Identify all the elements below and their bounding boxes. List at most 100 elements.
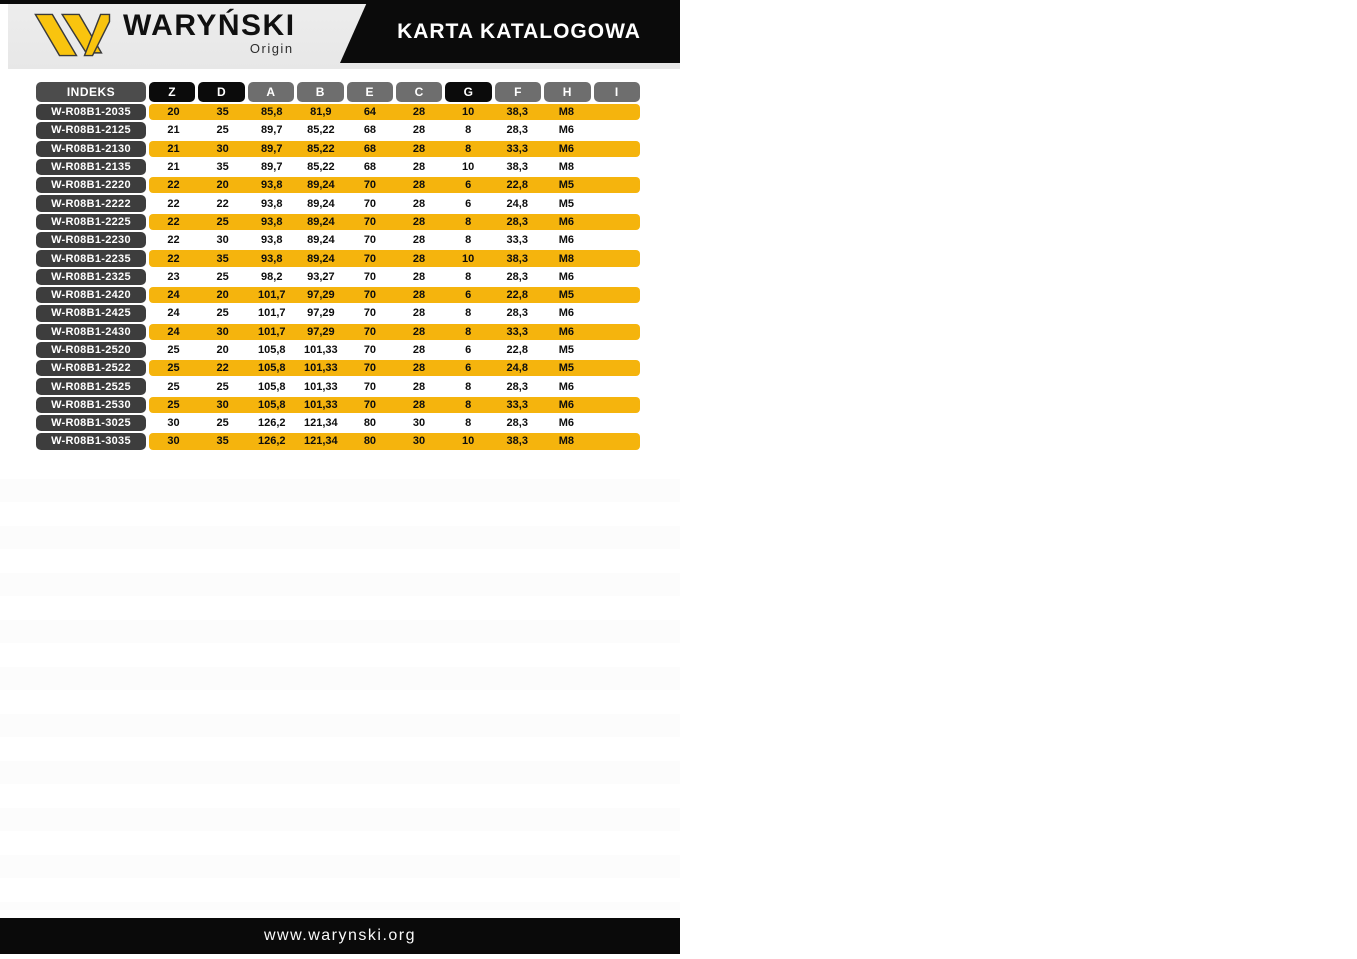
column-header-f: F <box>494 82 542 102</box>
data-cell: 121,34 <box>304 435 338 448</box>
table-row: W-R08B1-2220 22 20 93,8 89,24 70 28 6 22,8 M5 <box>36 177 640 194</box>
data-cell: 105,8 <box>257 398 286 411</box>
footer-link[interactable]: www.warynski.org <box>263 927 417 944</box>
data-cell: M6 <box>558 124 574 137</box>
data-cell: 30 <box>167 435 180 448</box>
data-cell <box>591 159 640 175</box>
data-cell: 6 <box>465 289 472 302</box>
data-cell: 105,8 <box>257 380 286 393</box>
data-cell: 126,2 <box>257 435 286 448</box>
data-cell: 24,8 <box>506 362 528 375</box>
index-cell: W-R08B1-2425 <box>36 305 146 322</box>
data-bar: 25 25 105,8 101,33 70 28 8 28,3 M6 <box>149 378 640 394</box>
index-cell: W-R08B1-2325 <box>36 268 146 285</box>
data-cell: 22 <box>167 252 180 265</box>
column-header-indeks: INDEKS <box>36 82 146 102</box>
data-cell: 25 <box>216 380 229 393</box>
table-row: W-R08B1-2230 22 30 93,8 89,24 70 28 8 33,3 M6 <box>36 232 640 249</box>
data-bar: 24 30 101,7 97,29 70 28 8 33,3 M6 <box>149 323 640 340</box>
data-bar: 30 25 126,2 121,34 80 30 8 28,3 M6 <box>149 415 640 431</box>
data-cell <box>591 122 640 138</box>
data-cell: 30 <box>412 435 426 448</box>
data-cell: M6 <box>558 234 574 247</box>
data-cell: 22,8 <box>506 344 528 356</box>
data-cell: 89,7 <box>261 142 283 155</box>
data-cell: 25 <box>216 417 229 430</box>
index-cell: W-R08B1-2420 <box>36 286 146 304</box>
index-cell: W-R08B1-2220 <box>36 177 146 194</box>
data-cell: 20 <box>167 106 180 119</box>
data-cell: 38,3 <box>506 252 528 265</box>
index-cell: W-R08B1-2525 <box>36 378 146 395</box>
table-row: W-R08B1-3035 30 35 126,2 121,34 80 30 10 38,3 M8 <box>36 433 640 450</box>
page-title: KARTA KATALOGOWA <box>397 19 641 43</box>
data-cell: 89,7 <box>261 161 283 174</box>
data-cell: 28,3 <box>506 417 528 430</box>
data-cell <box>591 177 640 193</box>
catalog-card-page: WARYŃSKI Origin KARTA KATALOGOWA INDEKS Z… <box>0 0 680 954</box>
column-header-h: H <box>544 82 591 102</box>
data-cell: M8 <box>558 161 574 174</box>
index-cell: W-R08B1-2225 <box>36 213 146 231</box>
data-cell: 38,3 <box>506 161 528 174</box>
spec-table: INDEKS Z D A B E C G F H I W-R08B1-2035 20 35 85,8 81,… <box>36 82 640 452</box>
column-header-i: I <box>593 82 640 102</box>
data-cell: 24 <box>167 289 180 302</box>
data-cell: 28 <box>412 398 426 411</box>
data-cell: 6 <box>465 179 472 192</box>
index-cell: W-R08B1-2230 <box>36 232 146 249</box>
data-cell: 105,8 <box>257 344 286 356</box>
data-cell: 6 <box>465 197 472 210</box>
data-cell <box>591 104 640 120</box>
data-cell: 89,24 <box>307 197 335 210</box>
data-bar: 30 35 126,2 121,34 80 30 10 38,3 M8 <box>149 433 640 450</box>
data-bar: 22 35 93,8 89,24 70 28 10 38,3 M8 <box>149 250 640 267</box>
data-cell: 81,9 <box>310 106 332 119</box>
data-bar: 22 25 93,8 89,24 70 28 8 28,3 M6 <box>149 213 640 231</box>
data-cell: 25 <box>167 398 180 411</box>
table-row: W-R08B1-3025 30 25 126,2 121,34 80 30 8 28,3 M6 <box>36 415 640 432</box>
data-cell: 89,24 <box>307 179 335 192</box>
data-cell: 22 <box>167 179 180 192</box>
index-cell: W-R08B1-2522 <box>36 360 146 377</box>
data-cell: 28,3 <box>506 270 528 283</box>
data-cell: 8 <box>465 124 472 137</box>
data-cell: 20 <box>216 344 229 356</box>
data-cell <box>591 397 640 413</box>
data-cell: 93,8 <box>261 197 283 210</box>
data-cell: 10 <box>462 252 475 265</box>
data-cell: 70 <box>363 179 377 192</box>
index-cell: W-R08B1-2222 <box>36 195 146 212</box>
table-header-row: INDEKS Z D A B E C G F H I <box>36 82 640 102</box>
data-cell: M6 <box>558 307 574 320</box>
data-cell: 25 <box>216 124 229 137</box>
data-cell: 89,24 <box>307 234 335 247</box>
brand-text: WARYŃSKI Origin <box>123 8 296 56</box>
column-header-z: Z <box>149 82 196 102</box>
data-cell <box>591 324 640 340</box>
data-cell: 22 <box>216 197 229 210</box>
data-cell: 80 <box>363 435 377 448</box>
data-cell: 28 <box>412 179 426 192</box>
data-cell: 22 <box>216 362 229 375</box>
data-cell: 97,29 <box>307 307 335 320</box>
data-cell: M8 <box>558 435 574 448</box>
data-cell: 24 <box>167 307 180 320</box>
data-cell: 8 <box>465 142 472 155</box>
data-cell: 35 <box>216 161 229 174</box>
table-row: W-R08B1-2222 22 22 93,8 89,24 70 28 6 24,8 M5 <box>36 195 640 212</box>
data-cell: 101,7 <box>257 307 286 320</box>
data-cell: 93,8 <box>261 215 283 228</box>
index-cell: W-R08B1-2125 <box>36 122 146 139</box>
data-cell <box>591 305 640 321</box>
table-row: W-R08B1-2525 25 25 105,8 101,33 70 28 8 28,3 M6 <box>36 378 640 395</box>
table-body: W-R08B1-2035 20 35 85,8 81,9 64 28 10 38,3 M8 W-R0… <box>36 104 640 450</box>
column-header-g: G <box>445 82 492 102</box>
data-cell <box>591 269 640 285</box>
data-cell: 70 <box>363 197 377 210</box>
data-cell: 28 <box>412 270 426 283</box>
data-bar: 21 30 89,7 85,22 68 28 8 33,3 M6 <box>149 140 640 157</box>
table-row: W-R08B1-2130 21 30 89,7 85,22 68 28 8 33,3 M6 <box>36 140 640 157</box>
data-cell: 70 <box>363 362 377 375</box>
data-cell: 70 <box>363 234 377 247</box>
